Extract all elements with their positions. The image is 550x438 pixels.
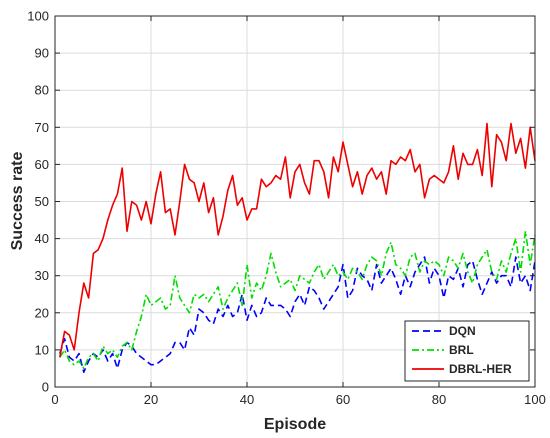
x-tick-label: 20 (144, 392, 158, 407)
legend: DQN BRL DBRL-HER (404, 320, 530, 382)
x-tick-label: 80 (432, 392, 446, 407)
x-tick-label: 100 (524, 392, 546, 407)
y-tick-label: 40 (35, 231, 49, 246)
series-line-dbrl-her (59, 122, 536, 358)
y-tick-label: 100 (27, 9, 49, 24)
y-tick-label: 0 (42, 380, 49, 395)
y-tick-label: 30 (35, 268, 49, 283)
x-tick-label: 60 (336, 392, 350, 407)
legend-label-dqn: DQN (449, 324, 476, 338)
series-line-dqn (59, 256, 536, 374)
y-tick-label: 80 (35, 83, 49, 98)
y-tick-label: 50 (35, 194, 49, 209)
y-tick-label: 90 (35, 46, 49, 61)
y-tick-label: 70 (35, 120, 49, 135)
series-layer (59, 122, 536, 374)
y-tick-label: 10 (35, 342, 49, 357)
legend-label-dbrl-her: DBRL-HER (449, 362, 512, 376)
legend-label-brl: BRL (449, 343, 474, 357)
tick-layer: 0 20 40 60 80 100 0 10 20 30 40 50 60 70 80 90 100 (27, 9, 546, 408)
y-axis-title: Success rate (9, 152, 26, 251)
x-axis-title: Episode (264, 416, 326, 433)
y-tick-label: 60 (35, 157, 49, 172)
y-tick-label: 20 (35, 305, 49, 320)
x-tick-label: 40 (240, 392, 254, 407)
series-line-brl (59, 230, 536, 370)
x-tick-label: 0 (51, 392, 58, 407)
